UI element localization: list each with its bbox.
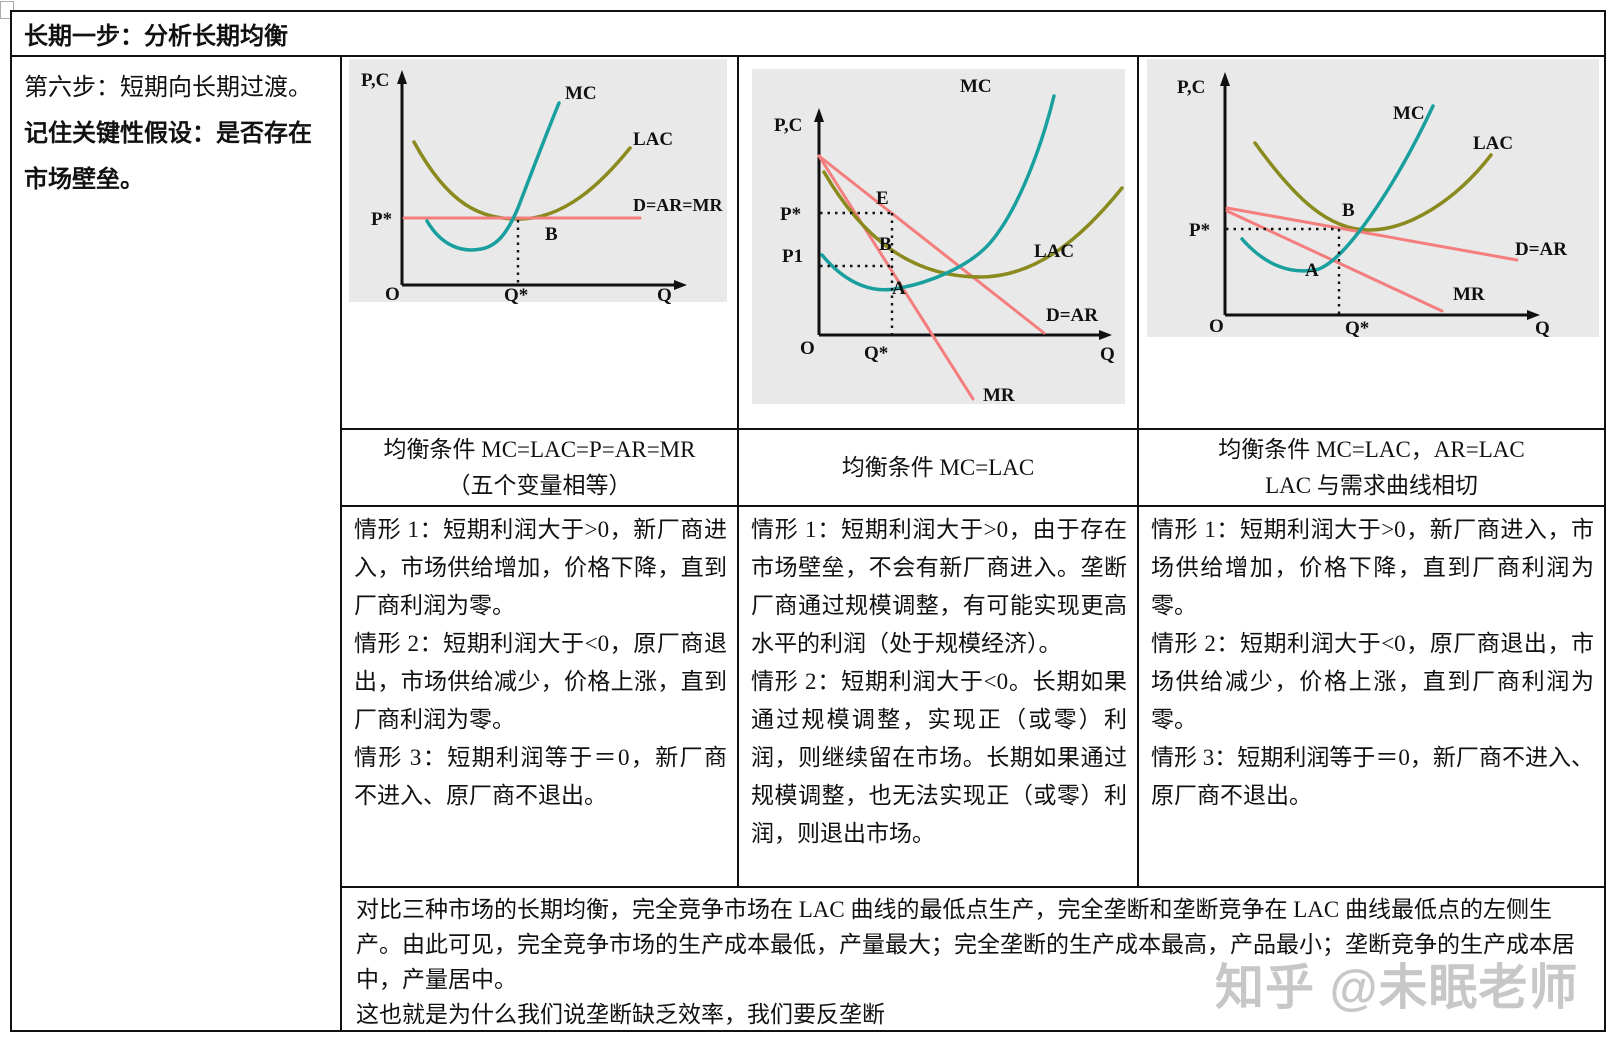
situation-item: 情形 2：短期利润大于<0，原厂商退出，市场供给减少，价格上涨，直到厂商利润为零… <box>354 631 727 732</box>
situations-monopolistic-competition: 情形 1：短期利润大于>0，新厂商进入，市场供给增加，价格下降，直到厂商利润为零… <box>1139 507 1604 888</box>
situation-item: 情形 3：短期利润等于＝0，新厂商不进入、原厂商不退出。 <box>354 745 727 808</box>
situation-item: 情形 2：短期利润大于<0。长期如果通过规模调整，实现正（或零）利润，则继续留在… <box>751 669 1127 846</box>
price-star-label: P* <box>780 204 801 225</box>
x-axis-arrow-icon <box>1099 330 1112 340</box>
x-axis-arrow-icon <box>674 280 687 290</box>
point-b-label: B <box>879 234 892 255</box>
y-axis-arrow-icon <box>1220 72 1230 86</box>
chart-monopolistic-competition: P,C MC LAC D=AR MR P* B A O Q* Q <box>1147 59 1599 339</box>
y-axis-arrow-icon <box>814 108 824 122</box>
y-axis-arrow-icon <box>397 70 407 84</box>
mc-label: MC <box>960 76 992 97</box>
comparison-summary-cell: 对比三种市场的长期均衡，完全竞争市场在 LAC 曲线的最低点生产，完全垄断和垄断… <box>342 888 1604 1030</box>
chart-cell-monopoly: MC P,C LAC P* P1 E B A D=AR MR O Q* Q <box>739 57 1139 430</box>
x-axis-label: Q <box>1100 344 1115 365</box>
lac-label: LAC <box>1034 241 1074 262</box>
point-b-label: B <box>545 224 558 245</box>
mc-curve <box>425 101 561 252</box>
key-assumption-note: 记住关键性假设：是否存在市场壁垒。 <box>24 121 312 193</box>
zhihu-watermark: 知乎 @未眠老师 <box>1215 961 1579 1015</box>
condition-monopolistic-competition: 均衡条件 MC=LAC，AR=LAC LAC 与需求曲线相切 <box>1139 430 1604 507</box>
y-axis-label: P,C <box>774 115 802 136</box>
quantity-star-label: Q* <box>864 343 888 364</box>
summary-paragraph: 这也就是为什么我们说垄断缺乏效率，我们要反垄断 <box>356 1002 885 1027</box>
situation-item: 情形 1：短期利润大于>0，新厂商进入，市场供给增加，价格下降，直到厂商利润为零… <box>354 517 727 618</box>
x-axis-arrow-icon <box>1527 310 1540 320</box>
point-e-label: E <box>876 188 889 209</box>
point-b-label: B <box>1342 200 1355 221</box>
situation-item: 情形 1：短期利润大于>0，新厂商进入，市场供给增加，价格下降，直到厂商利润为零… <box>1151 517 1594 618</box>
mr-label: MR <box>983 385 1015 406</box>
situations-perfect-competition: 情形 1：短期利润大于>0，新厂商进入，市场供给增加，价格下降，直到厂商利润为零… <box>342 507 739 888</box>
mc-curve <box>1240 104 1435 273</box>
mr-label: MR <box>1453 284 1485 305</box>
y-axis-label: P,C <box>361 70 389 91</box>
summary-paragraph: 对比三种市场的长期均衡，完全竞争市场在 LAC 曲线的最低点生产，完全垄断和垄断… <box>356 897 1575 992</box>
demand-line <box>817 154 1046 335</box>
step-note-line: 第六步：短期向长期过渡。 <box>24 75 312 101</box>
table-header-row: 长期一步：分析长期均衡 <box>12 12 1604 57</box>
lac-curve <box>412 140 632 221</box>
x-axis-label: Q <box>657 285 672 306</box>
origin-label: O <box>385 284 400 305</box>
mc-label: MC <box>565 83 597 104</box>
origin-label: O <box>800 338 815 359</box>
situation-item: 情形 3：短期利润等于＝0，新厂商不进入、原厂商不退出。 <box>1151 745 1594 808</box>
lac-curve <box>822 170 1124 279</box>
long-run-equilibrium-table: 长期一步：分析长期均衡 第六步：短期向长期过渡。 记住关键性假设：是否存在市场壁… <box>10 10 1606 1032</box>
price-one-label: P1 <box>782 246 803 267</box>
chart-monopoly: MC P,C LAC P* P1 E B A D=AR MR O Q* Q <box>752 69 1125 406</box>
point-a-label: A <box>892 278 906 299</box>
demand-label: D=AR=MR <box>633 195 724 215</box>
mc-label: MC <box>1393 103 1425 124</box>
situation-item: 情形 2：短期利润大于<0，原厂商退出，市场供给减少，价格上涨，直到厂商利润为零… <box>1151 631 1594 732</box>
demand-label: D=AR <box>1515 239 1567 260</box>
chart-perfect-competition: P,C MC LAC D=AR=MR P* B O Q* Q <box>349 59 727 306</box>
price-star-label: P* <box>371 209 392 230</box>
quantity-star-label: Q* <box>504 285 528 306</box>
point-a-label: A <box>1305 260 1319 281</box>
chart-cell-perfect-competition: P,C MC LAC D=AR=MR P* B O Q* Q <box>342 57 739 430</box>
condition-monopoly: 均衡条件 MC=LAC <box>739 430 1139 507</box>
origin-label: O <box>1209 316 1224 337</box>
lac-label: LAC <box>1473 133 1513 154</box>
chart-cell-monopolistic-competition: P,C MC LAC D=AR MR P* B A O Q* Q <box>1139 57 1604 430</box>
table-title: 长期一步：分析长期均衡 <box>24 24 288 50</box>
y-axis-label: P,C <box>1177 77 1205 98</box>
situations-monopoly: 情形 1：短期利润大于>0，由于存在市场壁垒，不会有新厂商进入。垄断厂商通过规模… <box>739 507 1139 888</box>
quantity-star-label: Q* <box>1345 318 1369 339</box>
step-note-cell: 第六步：短期向长期过渡。 记住关键性假设：是否存在市场壁垒。 <box>12 57 342 1030</box>
mr-line <box>817 154 975 401</box>
mc-curve <box>820 94 1056 292</box>
demand-line <box>1225 206 1519 262</box>
x-axis-label: Q <box>1535 318 1550 339</box>
demand-label: D=AR <box>1046 305 1098 326</box>
condition-perfect-competition: 均衡条件 MC=LAC=P=AR=MR （五个变量相等） <box>342 430 739 507</box>
lac-label: LAC <box>633 129 673 150</box>
price-star-label: P* <box>1189 220 1210 241</box>
lac-curve <box>1253 141 1493 232</box>
situation-item: 情形 1：短期利润大于>0，由于存在市场壁垒，不会有新厂商进入。垄断厂商通过规模… <box>751 517 1127 656</box>
